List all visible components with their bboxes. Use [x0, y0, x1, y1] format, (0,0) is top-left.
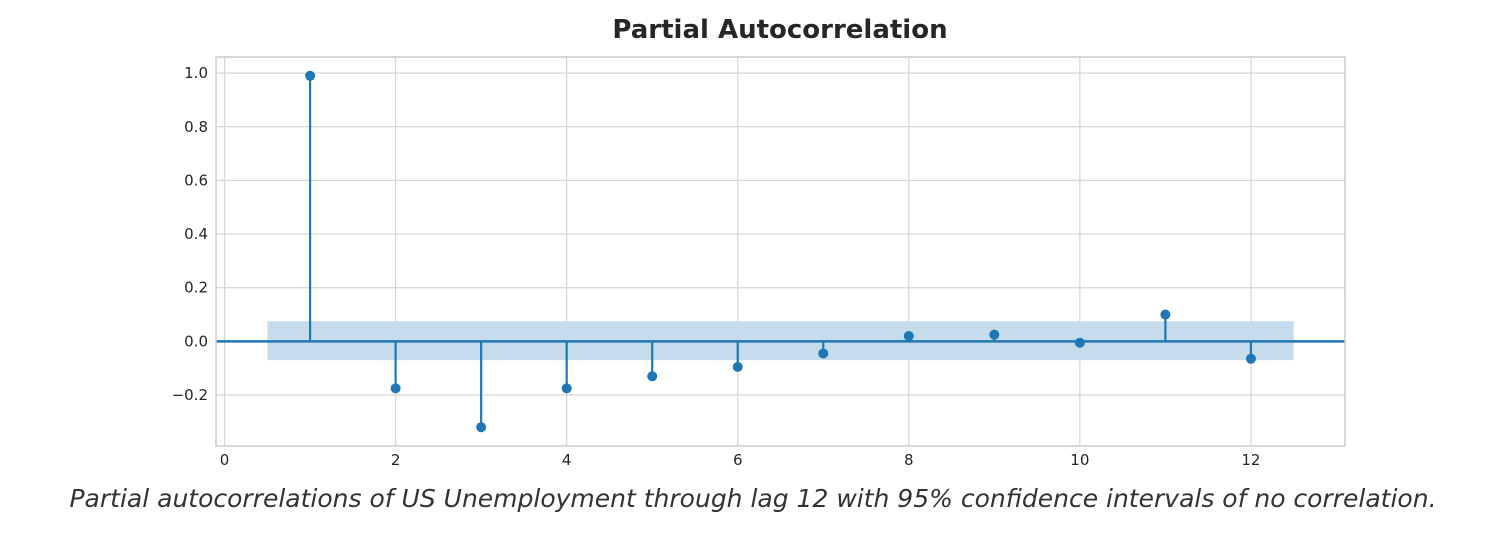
- plot-frame-layer: [215, 56, 1346, 447]
- stem-marker: [732, 361, 743, 372]
- figure-caption: Partial autocorrelations of US Unemploym…: [69, 484, 1437, 513]
- y-tick-label: −0.2: [172, 386, 208, 404]
- stem-marker: [561, 383, 572, 394]
- x-tick-label: 2: [391, 451, 401, 469]
- plot-frame: [215, 56, 1346, 447]
- y-tick-label: 0.4: [184, 225, 208, 243]
- x-tick-label: 0: [220, 451, 230, 469]
- y-tick-label: 0.2: [184, 279, 208, 297]
- stem-marker: [903, 331, 914, 342]
- y-tick-labels: 1.0 0.8 0.6 0.4 0.2 0.0 −0.2: [172, 64, 208, 404]
- chart-title: Partial Autocorrelation: [612, 15, 947, 45]
- stem-marker: [1074, 337, 1085, 348]
- grid-lines: [216, 57, 1345, 446]
- stem-marker: [390, 383, 401, 394]
- pacf-chart: Partial Autocorrelation 0 2 4 6 8 10 12 1.0 0.8…: [172, 15, 1346, 469]
- stem-marker: [1160, 309, 1171, 320]
- x-tick-label: 12: [1241, 451, 1260, 469]
- y-tick-label: 0.8: [184, 118, 208, 136]
- stem-marker: [989, 329, 1000, 340]
- x-tick-label: 6: [733, 451, 743, 469]
- stem-marker: [818, 348, 829, 359]
- y-tick-label: 0.6: [184, 171, 208, 189]
- stem-marker: [476, 422, 487, 433]
- y-tick-label: 0.0: [184, 332, 208, 350]
- y-tick-label: 1.0: [184, 64, 208, 82]
- stem-marker: [1245, 353, 1256, 364]
- stem-marker: [647, 371, 658, 382]
- x-tick-labels: 0 2 4 6 8 10 12: [220, 451, 1261, 469]
- x-tick-label: 10: [1070, 451, 1089, 469]
- stem-layer: [216, 70, 1345, 433]
- stem-marker: [305, 70, 316, 81]
- x-tick-label: 4: [562, 451, 572, 469]
- x-tick-label: 8: [904, 451, 914, 469]
